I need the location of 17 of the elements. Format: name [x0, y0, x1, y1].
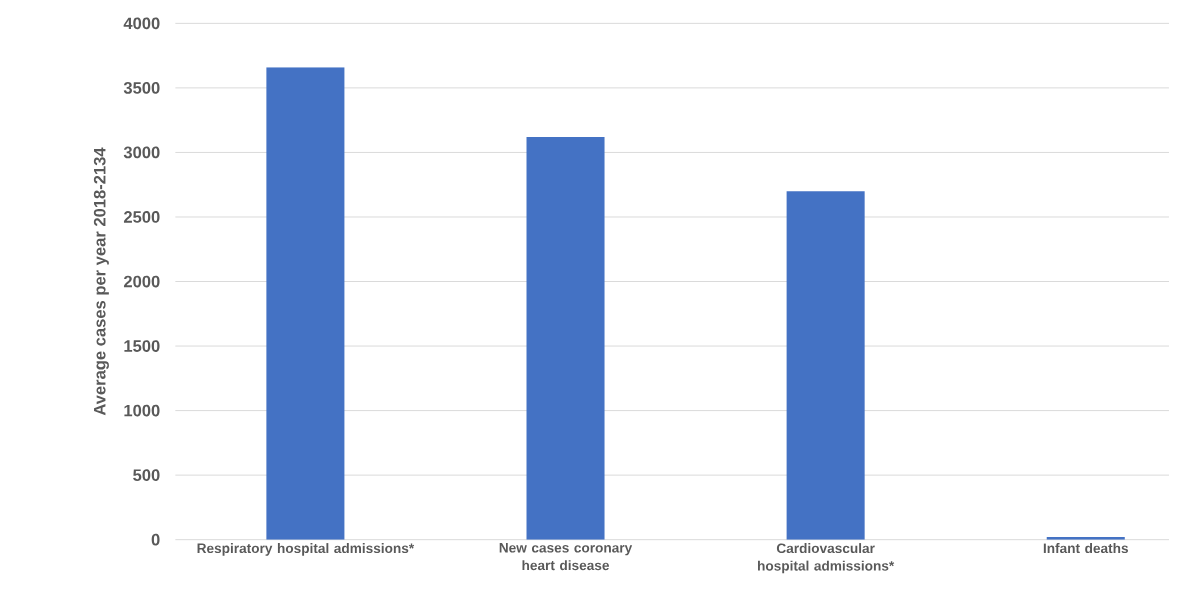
y-tick-label: 3500: [123, 82, 160, 94]
y-tick-label: 1000: [124, 404, 160, 417]
y-tick-label: 500: [133, 469, 160, 482]
y-tick-label: 4000: [123, 17, 160, 30]
y-tick-label: 2000: [123, 275, 160, 288]
y-axis-title: Average cases per year 2018-2134: [93, 147, 109, 416]
x-tick-label: Cardiovascular hospital admissions*: [758, 543, 895, 574]
x-tick-label: Respiratory hospital admissions*: [197, 543, 415, 556]
y-tick-label: 2500: [123, 211, 160, 223]
bar: [786, 191, 865, 540]
bar: [266, 67, 345, 540]
bar: [526, 137, 605, 540]
x-tick-label: New cases coronary heart disease: [499, 543, 633, 571]
y-tick-label: 1500: [124, 340, 160, 353]
y-tick-label: 3000: [123, 146, 160, 159]
y-tick-label: 0: [151, 533, 160, 546]
x-tick-label: Infant deaths: [1043, 543, 1129, 554]
